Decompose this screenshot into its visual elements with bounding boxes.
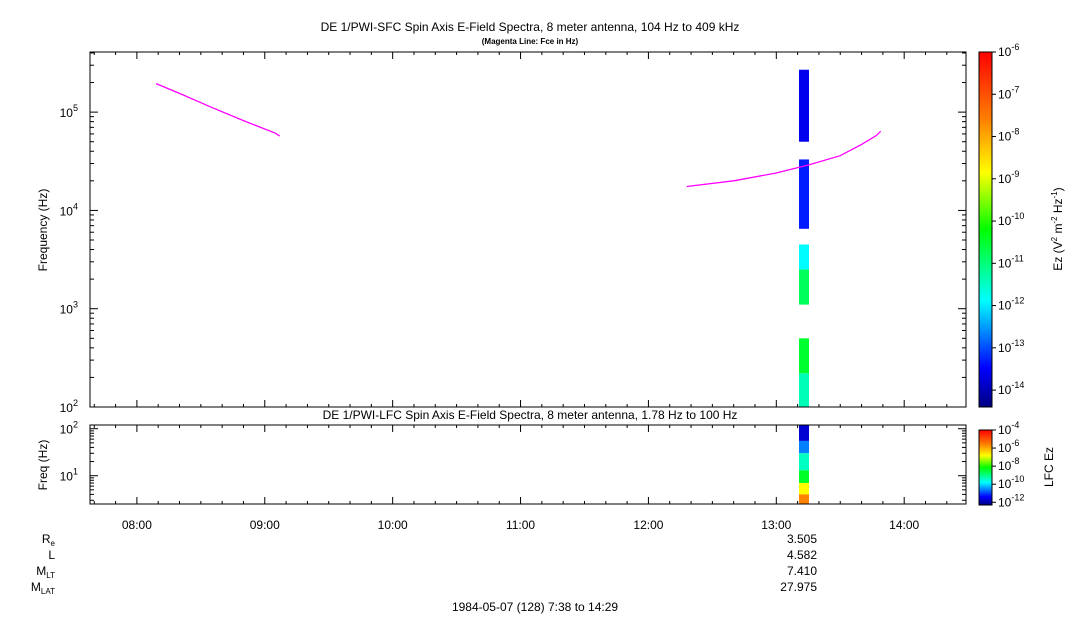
lfc-y-tick-label: 101 xyxy=(60,467,78,484)
sfc-colorbar-label: Ez (V2 m-2 Hz-1) xyxy=(1050,187,1065,270)
lfc-colorbar-tick-label: 10-10 xyxy=(998,474,1024,491)
sfc-plot-frame xyxy=(89,51,967,408)
time-tick-label: 12:00 xyxy=(633,518,663,532)
sfc-spectrogram-panel: 102 103 104 105 Frequency (Hz) xyxy=(36,51,967,415)
time-tick-label: 08:00 xyxy=(122,518,152,532)
sfc-colorbar-tick-label: 10-13 xyxy=(998,338,1024,355)
ephemeris-label: MLAT xyxy=(31,580,55,596)
lfc-spectra-block-5 xyxy=(799,494,810,504)
sfc-colorbar-tick-label: 10-7 xyxy=(998,84,1019,101)
lfc-spectra-block-2 xyxy=(799,453,810,471)
fce-line-segment-0 xyxy=(155,83,281,137)
footer-date-range: 1984-05-07 (128) 7:38 to 14:29 xyxy=(452,600,618,614)
lfc-spectra-block-0 xyxy=(799,425,810,441)
lfc-colorbar-tick-label: 10-12 xyxy=(998,492,1024,509)
sfc-spectra-block-3 xyxy=(799,269,810,305)
time-tick-label: 10:00 xyxy=(378,518,408,532)
time-tick-label: 14:00 xyxy=(889,518,919,532)
sfc-colorbar-tick-label: 10-9 xyxy=(998,169,1019,186)
ephemeris-label: L xyxy=(48,548,55,562)
lfc-spectrogram-panel: 101 102 Freq (Hz) xyxy=(36,420,967,505)
ephemeris-label: MLT xyxy=(36,564,55,580)
lfc-y-tick-label: 102 xyxy=(60,420,78,437)
lfc-plot-frame xyxy=(89,424,967,505)
sfc-y-tick-label: 104 xyxy=(60,201,78,218)
sfc-colorbar-tick-label: 10-10 xyxy=(998,211,1024,228)
fce-line-segment-1 xyxy=(686,130,882,188)
time-axis: 08:00 09:00 10:00 11:00 12:00 13:00 14:00 xyxy=(93,52,948,532)
sfc-colorbar-tick-label: 10-12 xyxy=(998,296,1024,313)
ephemeris-value: 4.582 xyxy=(787,548,817,562)
ephemeris-value: 27.975 xyxy=(780,580,817,594)
ephemeris-value: 7.410 xyxy=(787,564,817,578)
bottom-panel-title: DE 1/PWI-LFC Spin Axis E-Field Spectra, … xyxy=(323,408,738,422)
time-tick-label: 09:00 xyxy=(250,518,280,532)
sfc-y-tick-label: 103 xyxy=(60,300,78,317)
lfc-colorbar-label: LFC Ez xyxy=(1042,447,1056,487)
lfc-colorbar-tick-label: 10-6 xyxy=(998,438,1019,455)
lfc-colorbar-ramp xyxy=(978,429,993,506)
sfc-spectra-block-2 xyxy=(799,244,810,270)
top-panel-title: DE 1/PWI-SFC Spin Axis E-Field Spectra, … xyxy=(321,20,740,34)
lfc-spectra-block-3 xyxy=(799,470,810,483)
sfc-colorbar: 10-6 10-7 10-8 10-9 10-10 10-11 10-12 10-13 10-1… xyxy=(978,42,1065,408)
sfc-spectra-block-1 xyxy=(799,159,810,229)
top-panel-subtitle: (Magenta Line: Fce in Hz) xyxy=(482,37,579,46)
time-tick-label: 11:00 xyxy=(506,518,535,532)
sfc-colorbar-tick-label: 10-14 xyxy=(998,380,1024,397)
lfc-colorbar-tick-label: 10-8 xyxy=(998,456,1019,473)
lfc-y-axis-label: Freq (Hz) xyxy=(36,440,50,491)
sfc-y-tick-label: 102 xyxy=(60,398,78,415)
ephemeris-table: Re 3.505 L 4.582 MLT 7.410 MLAT 27.975 xyxy=(31,532,817,596)
sfc-colorbar-tick-label: 10-6 xyxy=(998,42,1019,59)
sfc-y-axis-label: Frequency (Hz) xyxy=(36,189,50,272)
lfc-spectra-block-1 xyxy=(799,440,810,454)
ephemeris-value: 3.505 xyxy=(787,532,817,546)
sfc-y-tick-label: 105 xyxy=(60,103,78,120)
sfc-spectra-block-4 xyxy=(799,338,810,374)
sfc-colorbar-ramp xyxy=(978,51,993,408)
sfc-colorbar-tick-label: 10-11 xyxy=(998,253,1024,270)
ephemeris-label: Re xyxy=(42,532,56,548)
lfc-colorbar-tick-label: 10-4 xyxy=(998,420,1019,437)
lfc-spectra-block-4 xyxy=(799,482,810,495)
sfc-colorbar-tick-label: 10-8 xyxy=(998,127,1019,144)
time-tick-label: 13:00 xyxy=(761,518,791,532)
sfc-spectra-block-5 xyxy=(799,373,810,407)
sfc-spectra-block-0 xyxy=(799,69,810,142)
